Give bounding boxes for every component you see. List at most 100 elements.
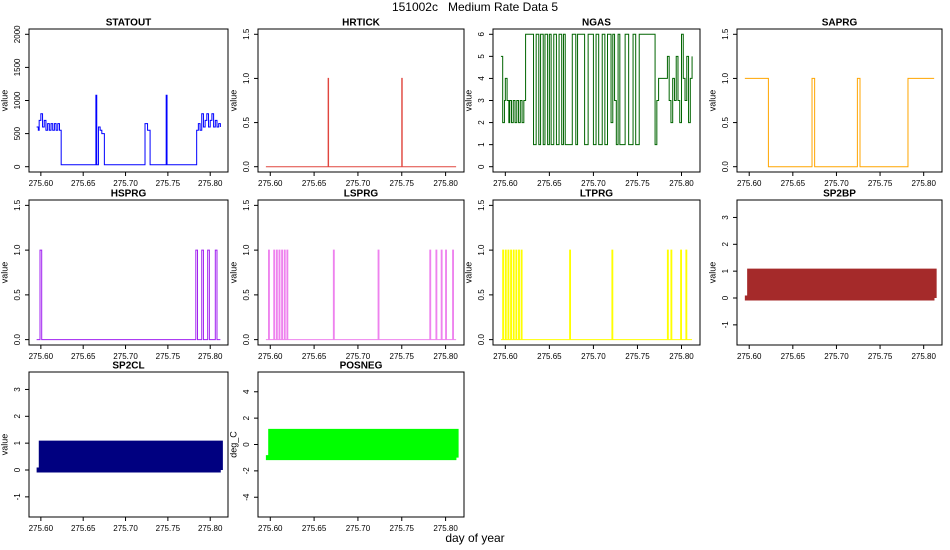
x-tick-label: 275.80 (198, 524, 223, 533)
plot-frame (28, 28, 229, 173)
y-tick-label: 6 (477, 32, 486, 37)
y-axis-label: value (0, 434, 9, 456)
x-tick-label: 275.60 (493, 179, 518, 188)
x-tick-label: 275.70 (581, 179, 606, 188)
x-tick-label: 275.60 (29, 179, 54, 188)
x-tick-label: 275.80 (911, 179, 936, 188)
y-tick-label: 2 (13, 414, 22, 419)
x-tick-label: 275.80 (433, 352, 458, 361)
x-tick-label: 275.70 (346, 352, 371, 361)
y-tick-label: 0.5 (477, 289, 486, 301)
x-tick-label: 275.60 (493, 352, 518, 361)
x-tick-label: 275.65 (781, 179, 806, 188)
y-tick-label: 0 (13, 164, 22, 169)
y-tick-label: 2 (477, 120, 486, 125)
x-tick-label: 275.65 (302, 352, 327, 361)
data-line (36, 440, 223, 473)
x-tick-label: 275.60 (737, 352, 762, 361)
y-tick-label: 0.0 (13, 334, 22, 346)
x-tick-label: 275.65 (537, 352, 562, 361)
y-tick-label: 1 (477, 142, 486, 147)
y-tick-label: 2 (721, 242, 730, 247)
x-tick-label: 275.60 (258, 352, 283, 361)
plot-area (265, 77, 457, 168)
x-axis-label: day of year (445, 531, 504, 545)
y-tick-label: 3 (477, 98, 486, 103)
y-tick-label: -1 (721, 321, 730, 329)
data-line (36, 94, 221, 166)
plot-area (36, 94, 221, 166)
x-tick-label: 275.70 (824, 352, 849, 361)
y-tick-label: 1.5 (13, 199, 22, 211)
y-tick-label: 1.0 (477, 244, 486, 256)
plot-frame (736, 28, 943, 173)
y-axis-label: value (707, 90, 717, 112)
y-tick-label: 5 (477, 54, 486, 59)
panel-title: SAPRG (822, 18, 858, 29)
x-tick-label: 275.60 (29, 524, 54, 533)
x-tick-label: 275.80 (433, 524, 458, 533)
x-tick-label: 275.75 (868, 352, 893, 361)
y-tick-label: 1 (13, 440, 22, 445)
x-tick-label: 275.80 (669, 179, 694, 188)
x-tick-label: 275.60 (29, 352, 54, 361)
x-tick-label: 275.75 (868, 179, 893, 188)
data-line (36, 249, 221, 341)
figure-title: 151002c Medium Rate Data 5 (392, 0, 558, 14)
plot-area (744, 77, 935, 168)
x-tick-label: 275.75 (156, 352, 181, 361)
data-line (265, 428, 459, 461)
plot-area (500, 33, 693, 146)
y-axis-label: value (228, 90, 238, 112)
y-tick-label: 1500 (13, 58, 22, 76)
y-tick-label: 1.5 (721, 28, 730, 40)
panel-title: LTPRG (580, 189, 613, 200)
data-line (500, 249, 693, 341)
x-tick-label: 275.70 (346, 179, 371, 188)
plot-frame (28, 199, 229, 346)
plot-frame (736, 199, 943, 346)
y-tick-label: 0.0 (721, 161, 730, 173)
plot-frame (28, 371, 229, 518)
panel-title: POSNEG (340, 361, 383, 372)
panel-title: LSPRG (344, 189, 379, 200)
y-tick-label: 0 (13, 467, 22, 472)
x-tick-label: 275.65 (781, 352, 806, 361)
y-axis-label: value (0, 262, 9, 284)
y-tick-label: 4 (242, 389, 251, 394)
y-tick-label: 0.5 (242, 289, 251, 301)
x-tick-label: 275.65 (537, 179, 562, 188)
y-tick-label: 0.0 (242, 161, 251, 173)
data-line (265, 249, 457, 341)
y-tick-label: 0 (477, 164, 486, 169)
plot-area (265, 249, 457, 341)
y-tick-label: 1.0 (13, 244, 22, 256)
data-line (744, 77, 935, 168)
panel-title: SP2CL (112, 361, 144, 372)
y-tick-label: 2000 (13, 25, 22, 43)
plot-area (744, 268, 937, 301)
y-axis-label: value (228, 262, 238, 284)
y-tick-label: 0 (721, 295, 730, 300)
x-tick-label: 275.80 (911, 352, 936, 361)
x-tick-label: 275.60 (737, 179, 762, 188)
x-tick-label: 275.65 (71, 179, 96, 188)
x-tick-label: 275.80 (198, 352, 223, 361)
panel-title: HRTICK (342, 18, 381, 29)
y-tick-label: 1 (721, 268, 730, 273)
x-tick-label: 275.80 (433, 179, 458, 188)
data-line (500, 33, 693, 146)
panel-title: SP2BP (823, 189, 856, 200)
x-tick-label: 275.70 (346, 524, 371, 533)
y-tick-label: 1.5 (477, 199, 486, 211)
x-tick-label: 275.80 (198, 179, 223, 188)
y-tick-label: 1.5 (242, 28, 251, 40)
x-tick-label: 275.60 (258, 179, 283, 188)
y-axis-label: value (463, 262, 473, 284)
x-tick-label: 275.75 (390, 352, 415, 361)
y-tick-label: 3 (721, 215, 730, 220)
y-tick-label: 1.5 (242, 199, 251, 211)
x-tick-label: 275.75 (625, 352, 650, 361)
y-tick-label: -4 (242, 493, 251, 501)
y-tick-label: 3 (13, 387, 22, 392)
